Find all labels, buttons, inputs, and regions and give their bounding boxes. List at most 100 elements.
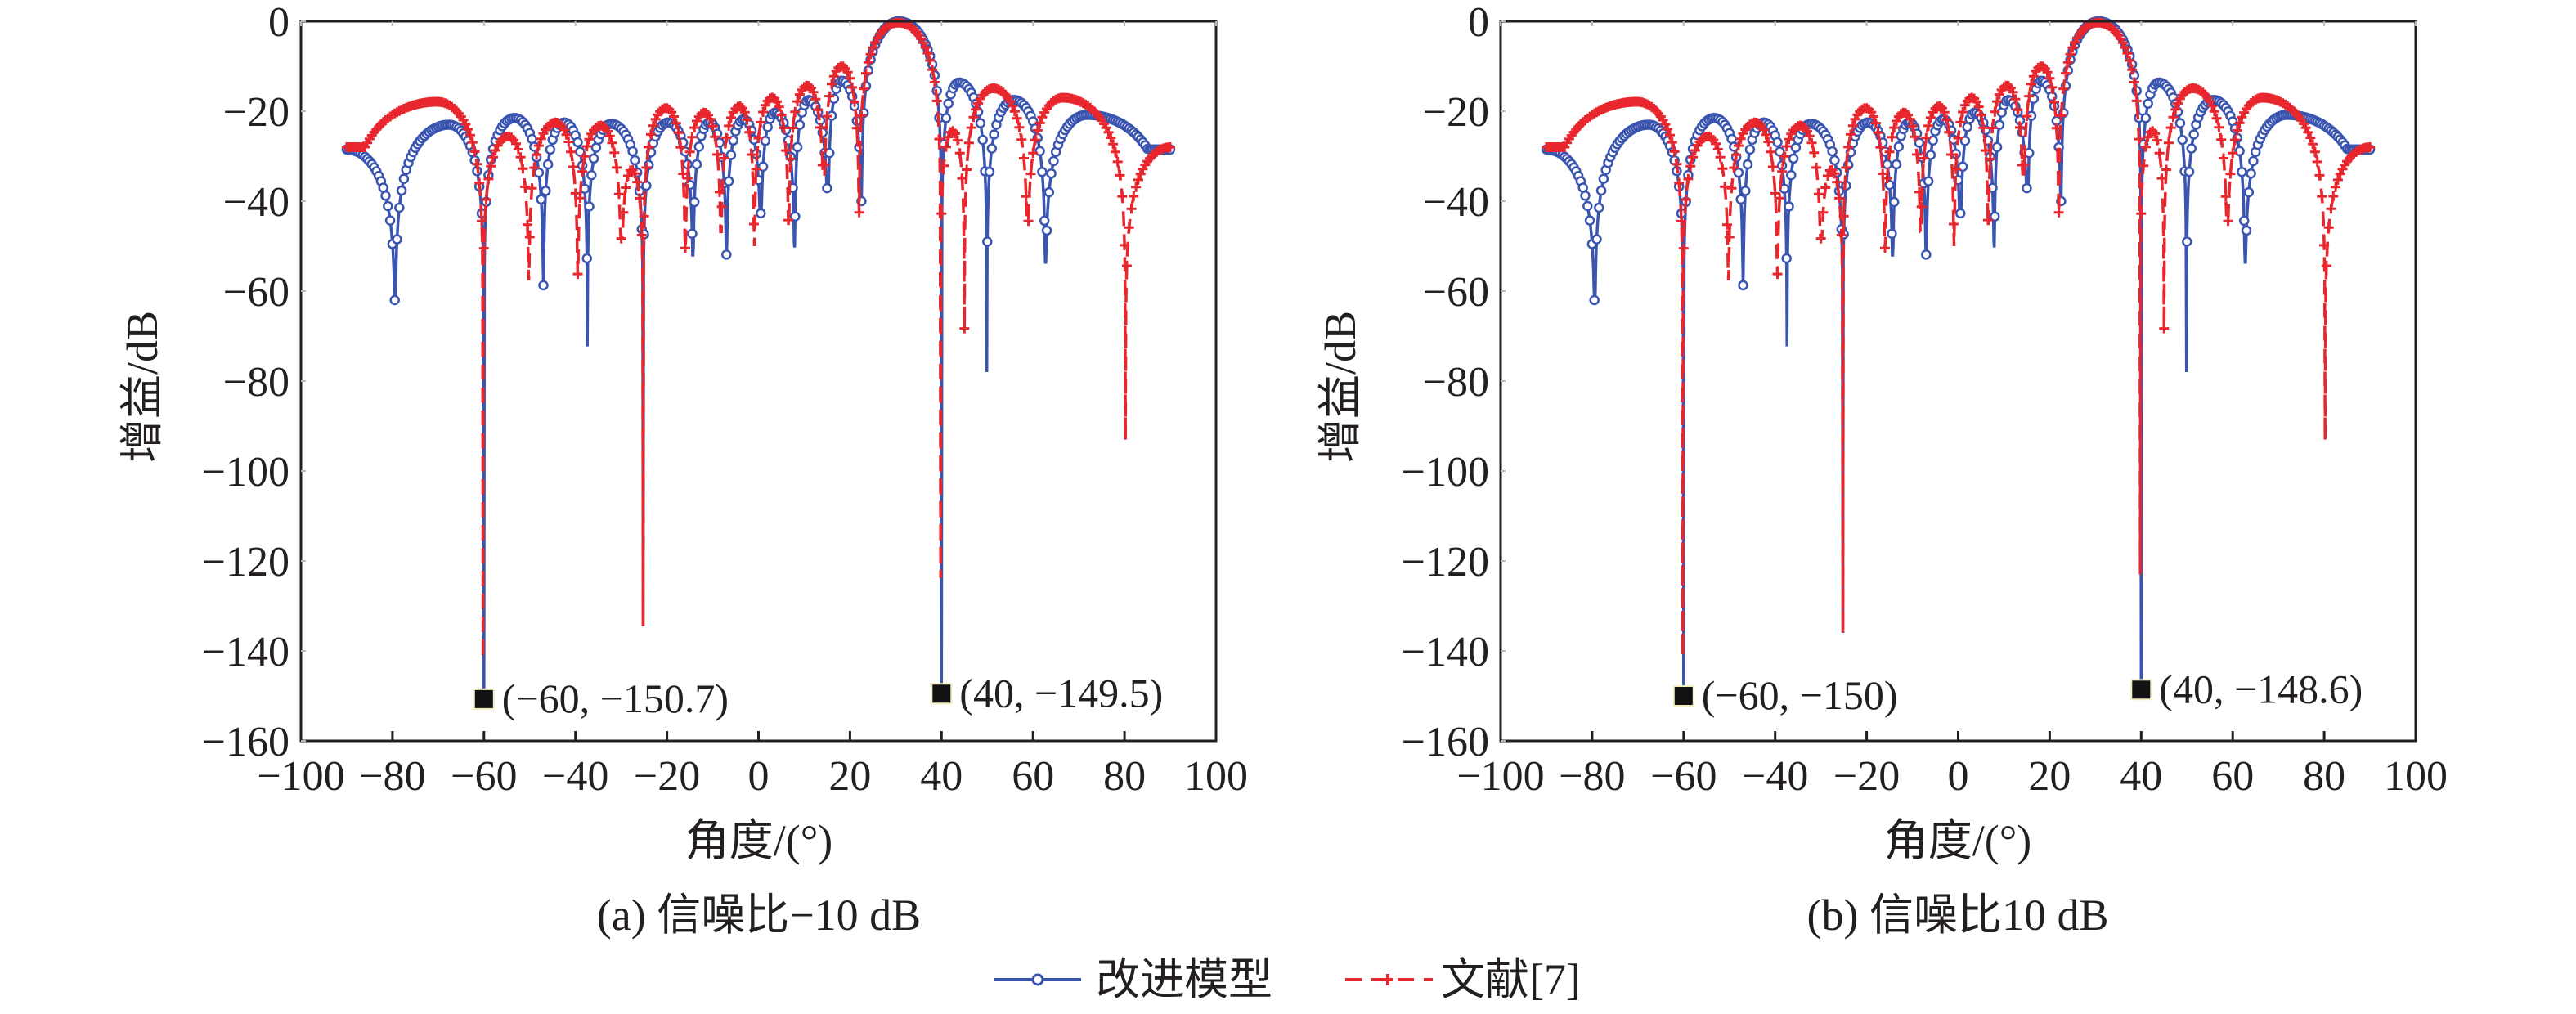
y-tick-label: −60 [1423, 269, 1489, 316]
data-point [753, 133, 764, 143]
data-point [527, 183, 537, 194]
data-point [1775, 193, 1785, 204]
data-point [774, 101, 784, 112]
data-point [1887, 132, 1897, 142]
x-tick-label: −80 [1559, 753, 1625, 800]
data-point [1775, 146, 1785, 157]
data-point [2326, 204, 2336, 214]
y-tick-label: 0 [268, 0, 289, 46]
data-point [2314, 170, 2325, 181]
data-point [1870, 118, 1881, 128]
x-tick-label: 100 [1184, 753, 1248, 800]
data-point [1843, 141, 1854, 152]
data-point [1106, 132, 1116, 143]
data-point [1720, 182, 1730, 192]
data-point [845, 73, 855, 83]
data-point [712, 149, 723, 159]
data-point [1946, 150, 1957, 159]
data-point [1804, 131, 1815, 141]
data-point [581, 253, 592, 264]
data-point [2207, 101, 2217, 111]
data-point [2230, 135, 2240, 146]
data-point [1955, 208, 1966, 219]
data-point [1919, 153, 1929, 164]
data-point [396, 185, 407, 196]
data-point [1838, 211, 1849, 222]
data-point [827, 79, 837, 89]
data-point [2127, 65, 2138, 75]
data-point [524, 231, 535, 242]
data-point [2238, 215, 2250, 227]
data-point [511, 138, 521, 149]
data-point [2010, 94, 2021, 105]
data-point [868, 43, 878, 53]
data-point [1832, 177, 1842, 187]
data-point [533, 141, 544, 151]
data-point [671, 118, 681, 128]
data-point [1731, 150, 1742, 160]
data-point [1669, 146, 1680, 157]
data-point [1806, 137, 1817, 148]
data-point [940, 113, 952, 123]
data-point [613, 189, 624, 200]
data-point [1939, 107, 1950, 118]
data-point [684, 146, 695, 157]
data-point [538, 280, 549, 291]
data-point [2125, 56, 2135, 65]
data-point [2312, 156, 2322, 167]
data-point [1034, 118, 1045, 128]
data-point [920, 43, 931, 53]
data-point [977, 134, 988, 146]
data-point [1740, 186, 1751, 196]
data-point [739, 107, 750, 118]
data-point [2317, 191, 2327, 202]
x-tick-label: 100 [2384, 753, 2448, 800]
data-point [2131, 96, 2142, 106]
data-point [707, 121, 718, 132]
data-point [644, 141, 654, 152]
data-point [856, 110, 867, 121]
legend-label: 改进模型 [1096, 955, 1272, 1004]
x-tick-label: −20 [634, 753, 700, 800]
y-tick-label: −120 [202, 539, 289, 586]
data-point [2183, 166, 2195, 177]
data-point [714, 186, 725, 197]
data-point [792, 141, 803, 153]
data-point [1941, 114, 1952, 125]
data-point [1103, 127, 1114, 137]
plus-marker-icon [1382, 974, 1393, 985]
data-point [783, 215, 793, 226]
data-point [1674, 177, 1685, 188]
data-point [744, 127, 755, 137]
data-point [790, 106, 801, 117]
data-point [1041, 225, 1052, 236]
data-point [529, 163, 540, 173]
data-point [536, 133, 546, 144]
x-tick-label: 40 [920, 753, 963, 800]
x-tick-label: −20 [1833, 753, 1900, 800]
data-point [1846, 129, 1856, 140]
data-point [2321, 261, 2331, 271]
data-point [957, 173, 967, 184]
data-point [2365, 142, 2376, 152]
data-point [1921, 249, 1932, 260]
data-point [2168, 112, 2179, 123]
data-point [934, 134, 945, 145]
data-point [632, 177, 643, 187]
data-point [927, 65, 938, 75]
data-point [636, 230, 647, 240]
data-point [1133, 174, 1143, 185]
data-point [982, 236, 993, 247]
data-point [1028, 148, 1039, 159]
data-point [1891, 159, 1902, 170]
data-point [483, 173, 494, 184]
data-point [1841, 162, 1851, 173]
data-point [1827, 146, 1838, 157]
data-point [2019, 159, 2030, 170]
data-point [1676, 216, 1686, 227]
data-point [1953, 133, 1963, 143]
data-point [2140, 141, 2151, 152]
data-point [2129, 77, 2139, 87]
data-point [954, 148, 965, 159]
data-point [2022, 111, 2032, 122]
